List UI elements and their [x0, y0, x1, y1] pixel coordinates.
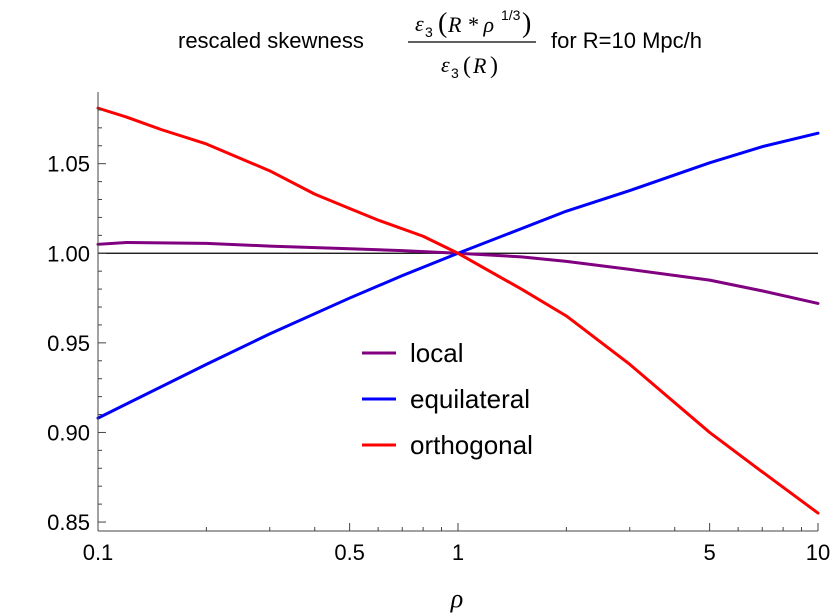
title-denominator-close-paren: ) [490, 53, 498, 79]
x-tick-label: 5 [704, 540, 716, 565]
title-denominator-subscript: 3 [451, 65, 459, 81]
plot-area: 0.85 0.90 0.95 1.00 1.05 0.1 0.5 1 5 10 local equi… [47, 92, 830, 565]
title-numerator-argument: R * ρ [447, 12, 494, 37]
series-layer [96, 106, 820, 515]
title-numerator-open-paren: ( [438, 8, 447, 39]
title-numerator-subscript: 3 [425, 24, 433, 40]
y-tick-label: 1.05 [47, 152, 90, 177]
legend: local equilateral orthogonal [362, 338, 533, 460]
title-suffix: for R=10 Mpc/h [551, 28, 702, 53]
title-denominator-argument: R [472, 53, 487, 78]
legend-label-local: local [410, 338, 463, 368]
legend-label-orthogonal: orthogonal [410, 430, 533, 460]
y-tick-label: 0.90 [47, 420, 90, 445]
y-tick-label: 1.00 [47, 241, 90, 266]
title-numerator-exponent: 1/3 [501, 7, 521, 23]
x-tick-label: 0.1 [83, 540, 114, 565]
chart-title: rescaled skewness ε 3 ( R * ρ 1/3 ) ε 3 … [178, 7, 702, 81]
series-line-equilateral [96, 131, 820, 420]
x-axis-label: ρ [450, 584, 463, 613]
title-denominator-open-paren: ( [463, 53, 471, 79]
title-prefix: rescaled skewness [178, 28, 364, 53]
series-line-orthogonal [96, 106, 820, 515]
x-tick-label: 1 [452, 540, 464, 565]
x-tick-label: 0.5 [334, 540, 365, 565]
legend-label-equilateral: equilateral [410, 384, 530, 414]
title-numerator-close-paren: ) [522, 8, 531, 39]
title-denominator-symbol: ε [441, 52, 450, 77]
axes-layer: 0.85 0.90 0.95 1.00 1.05 0.1 0.5 1 5 10 [47, 92, 830, 565]
x-tick-label: 10 [806, 540, 830, 565]
title-numerator-symbol: ε [415, 11, 424, 36]
y-tick-label: 0.85 [47, 510, 90, 535]
y-tick-label: 0.95 [47, 331, 90, 356]
